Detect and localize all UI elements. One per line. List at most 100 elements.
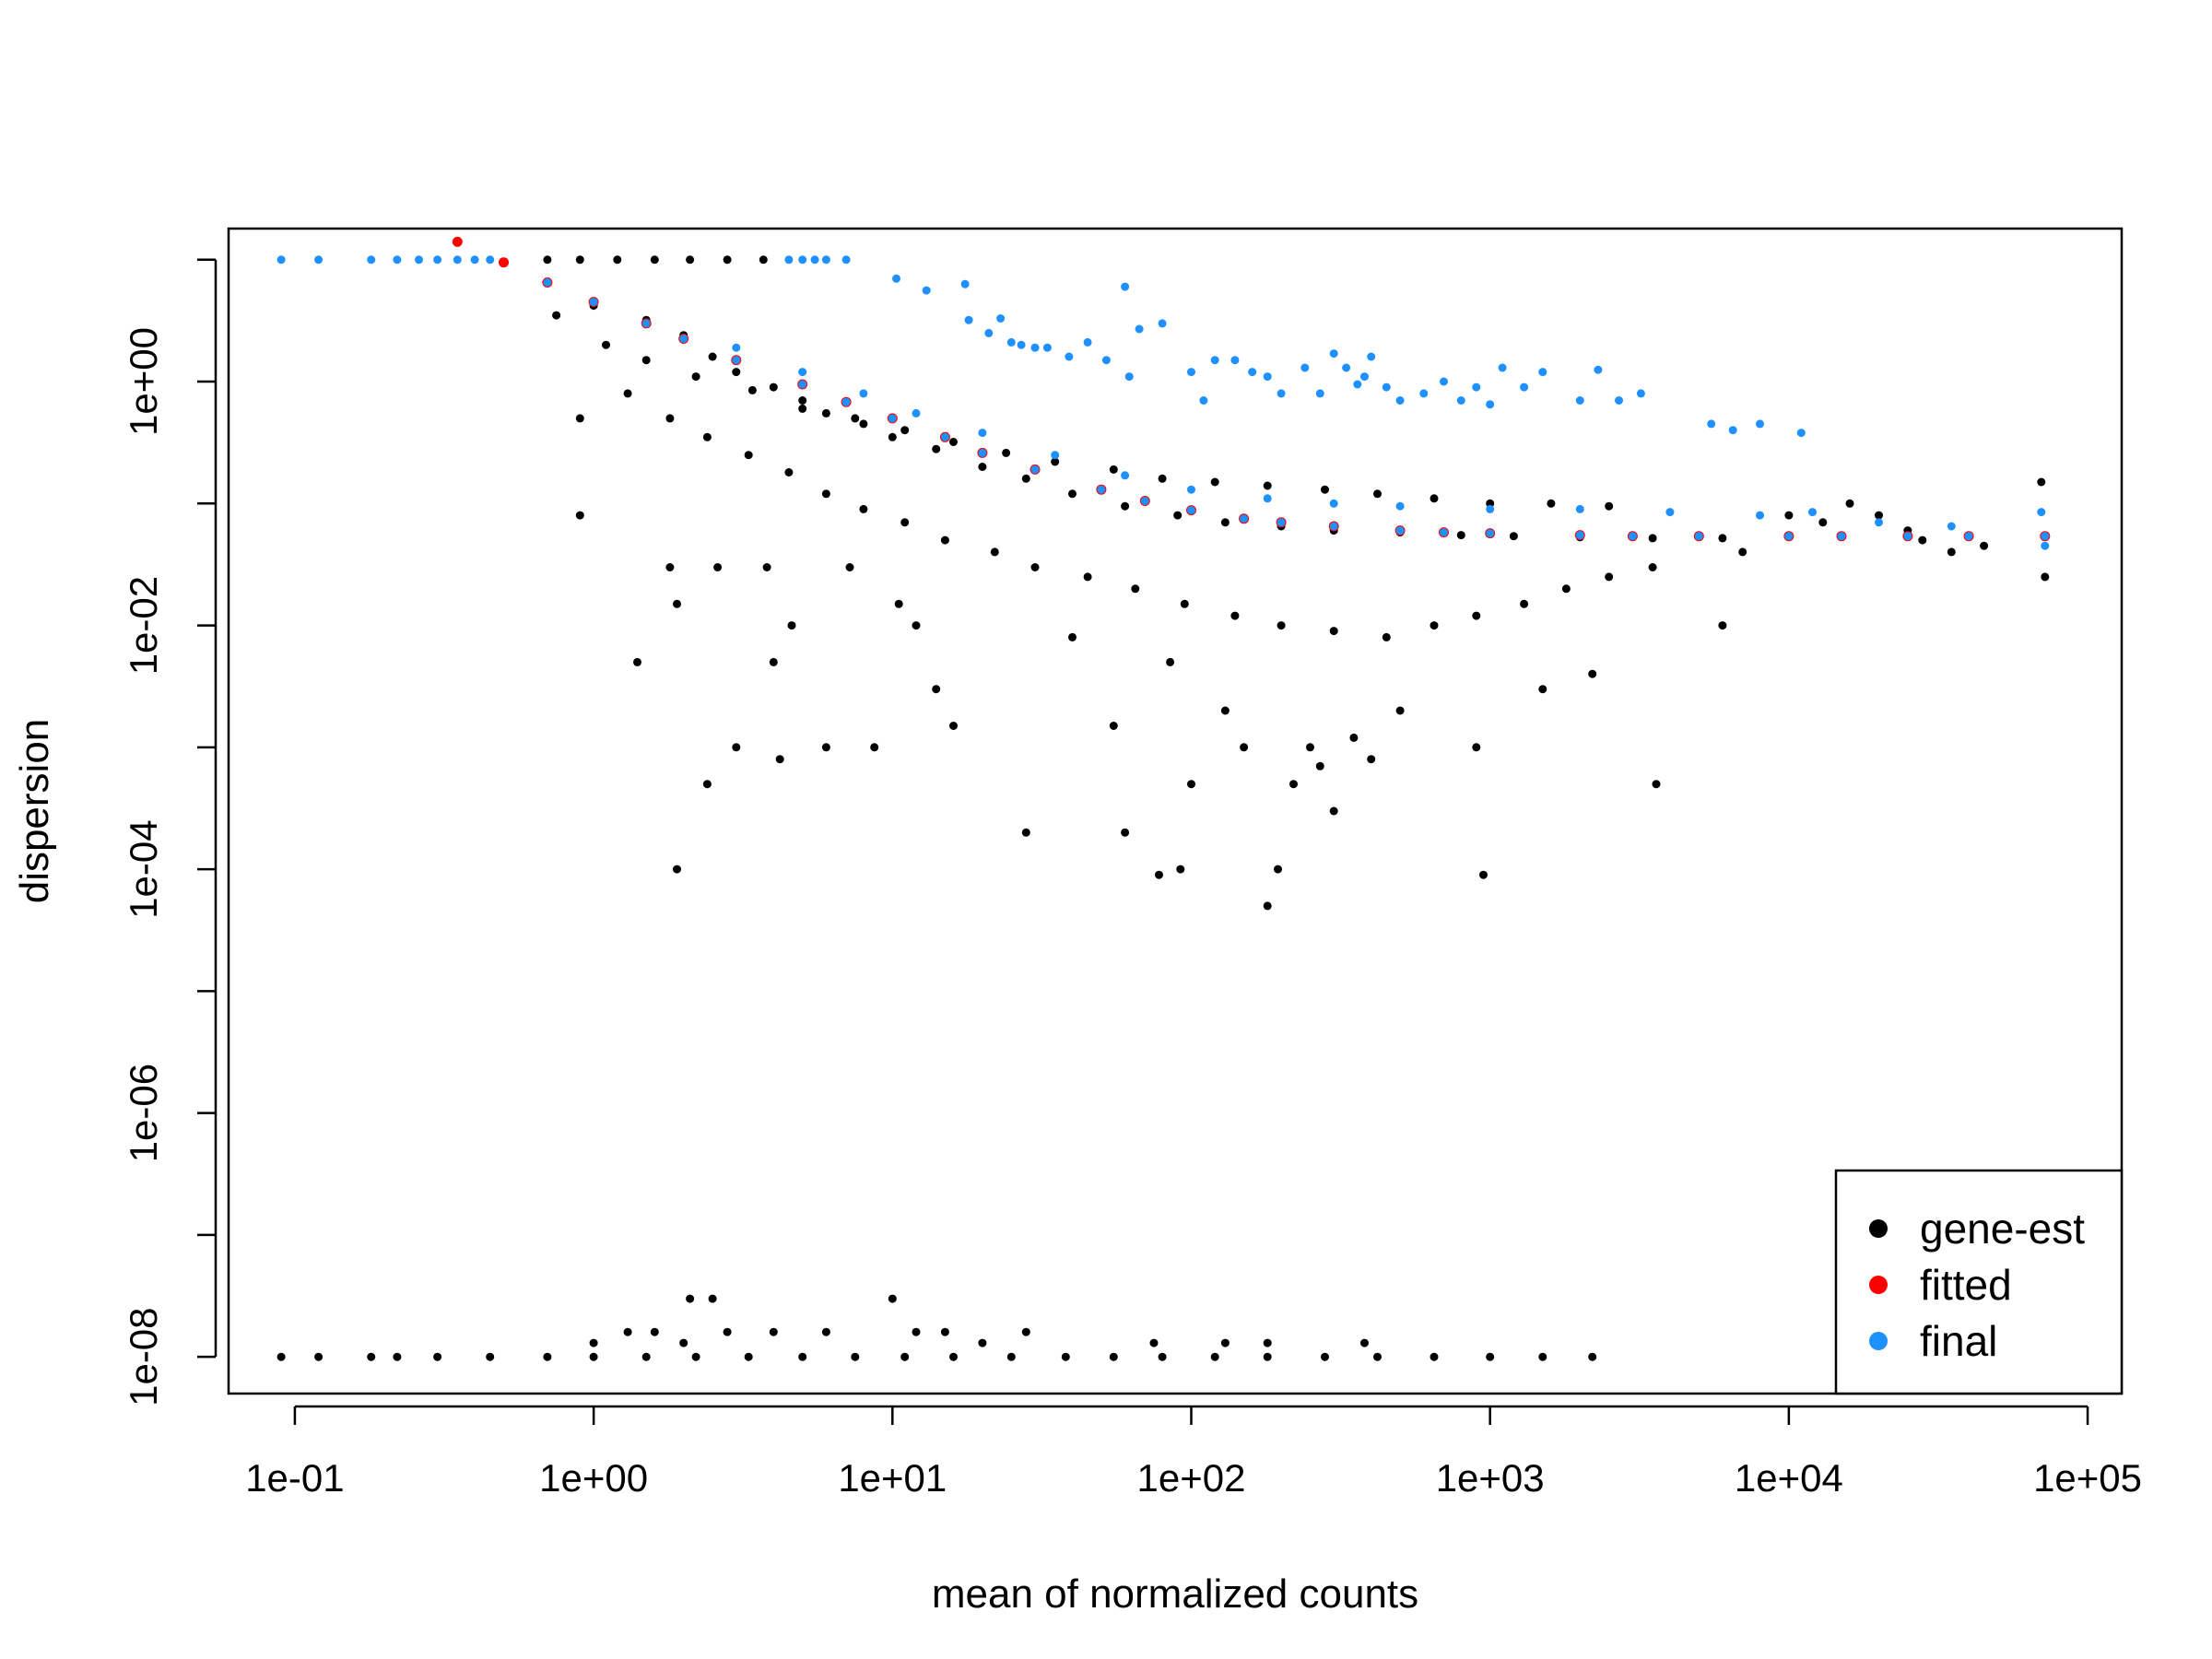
final-point xyxy=(1382,382,1391,392)
final-point xyxy=(1083,337,1092,347)
final-point xyxy=(679,335,688,343)
final-point xyxy=(470,255,479,265)
gene-est-point xyxy=(679,1338,688,1347)
gene-est-point xyxy=(798,1352,807,1361)
final-point xyxy=(1694,532,1703,541)
gene-est-point xyxy=(1263,901,1272,911)
gene-est-point xyxy=(1588,669,1597,678)
gene-est-point xyxy=(932,685,941,694)
gene-est-point xyxy=(1395,706,1405,715)
gene-est-point xyxy=(888,1294,897,1303)
gene-est-point xyxy=(1918,535,1927,545)
fitted-point xyxy=(499,257,509,268)
final-point xyxy=(1051,451,1060,460)
final-point xyxy=(798,368,807,377)
gene-est-point xyxy=(1068,632,1077,641)
gene-est-point xyxy=(1220,706,1230,715)
gene-est-point xyxy=(1547,499,1556,508)
final-point xyxy=(1419,389,1429,398)
final-point xyxy=(1367,352,1376,361)
gene-est-point xyxy=(702,432,712,441)
final-point xyxy=(1456,396,1465,405)
gene-est-point xyxy=(744,1352,753,1361)
gene-est-point xyxy=(747,385,757,394)
final-point xyxy=(1248,368,1257,377)
gene-est-point xyxy=(932,444,941,453)
final-point xyxy=(1472,382,1481,392)
final-point xyxy=(1230,356,1240,365)
gene-est-point xyxy=(912,1327,921,1336)
gene-est-point xyxy=(1277,621,1286,630)
final-point xyxy=(1006,337,1016,347)
gene-est-point xyxy=(1718,534,1727,543)
gene-est-point xyxy=(1784,511,1794,520)
final-point xyxy=(1135,324,1144,334)
gene-est-point xyxy=(1947,547,1956,557)
gene-est-point xyxy=(1367,755,1376,764)
legend-label-final: final xyxy=(1920,1317,1997,1365)
legend: gene-est fitted final xyxy=(1834,1169,2124,1395)
x-tick-label: 1e-01 xyxy=(245,1456,344,1500)
x-axis-title: mean of normalized counts xyxy=(932,1571,1418,1617)
gene-est-point xyxy=(1158,1352,1167,1361)
gene-est-point xyxy=(1718,621,1727,630)
plot-frame xyxy=(227,227,2124,1395)
final-point xyxy=(912,408,921,418)
gene-est-point xyxy=(1605,572,1614,582)
final-point xyxy=(821,255,830,265)
final-point xyxy=(1101,356,1111,365)
final-point xyxy=(367,255,376,265)
gene-est-point xyxy=(641,356,651,365)
final-point xyxy=(1903,532,1912,541)
gene-est-point xyxy=(1220,1338,1230,1347)
final-point xyxy=(1756,419,1764,429)
final-point xyxy=(1947,522,1956,531)
final-point xyxy=(1964,532,1973,541)
gene-est-point xyxy=(990,547,999,557)
final-point xyxy=(1628,532,1637,541)
gene-est-point xyxy=(367,1352,376,1361)
y-axis: 1e-08 1e-06 1e-04 1e-02 1e+00 xyxy=(122,258,218,1406)
final-point xyxy=(1187,506,1195,515)
gene-est-point xyxy=(1479,870,1488,879)
gene-est-point xyxy=(633,657,641,666)
gene-est-point xyxy=(650,1327,659,1336)
final-point xyxy=(810,255,819,265)
gene-est-point xyxy=(1430,621,1439,630)
final-point xyxy=(1124,372,1134,382)
final-point xyxy=(1575,504,1584,513)
y-tick-label: 1e-02 xyxy=(122,576,165,675)
gene-est-point xyxy=(978,463,987,471)
gene-est-point xyxy=(1274,865,1282,874)
final-point xyxy=(1756,511,1764,520)
gene-est-point xyxy=(1980,541,1989,550)
gene-est-point xyxy=(821,743,830,752)
final-point xyxy=(1329,522,1338,531)
final-point xyxy=(996,314,1006,323)
y-tick-label: 1e-04 xyxy=(122,819,165,918)
legend-marker-final xyxy=(1869,1332,1888,1350)
gene-est-point xyxy=(798,404,807,413)
y-tick-label: 1e-06 xyxy=(122,1064,165,1162)
final-point xyxy=(1097,485,1106,494)
gene-est-point xyxy=(1430,494,1439,503)
gene-est-point xyxy=(949,438,958,446)
final-point xyxy=(1486,400,1495,409)
gene-est-point xyxy=(821,489,830,499)
gene-est-point xyxy=(1648,563,1657,571)
gene-est-point xyxy=(1588,1352,1597,1361)
final-point xyxy=(1615,396,1623,405)
final-point xyxy=(1210,356,1219,365)
final-point xyxy=(1395,396,1405,405)
gene-est-point xyxy=(691,1352,700,1361)
gene-est-point xyxy=(949,722,958,730)
gene-est-point xyxy=(1875,511,1883,520)
gene-est-point xyxy=(393,1352,402,1361)
gene-est-point xyxy=(1382,632,1391,641)
gene-est-point xyxy=(1006,1352,1016,1361)
legend-marker-gene-est xyxy=(1869,1219,1888,1238)
gene-est-point xyxy=(1158,474,1167,483)
points-layer xyxy=(276,236,2051,1361)
final-point xyxy=(433,255,442,265)
final-point xyxy=(1538,368,1547,377)
